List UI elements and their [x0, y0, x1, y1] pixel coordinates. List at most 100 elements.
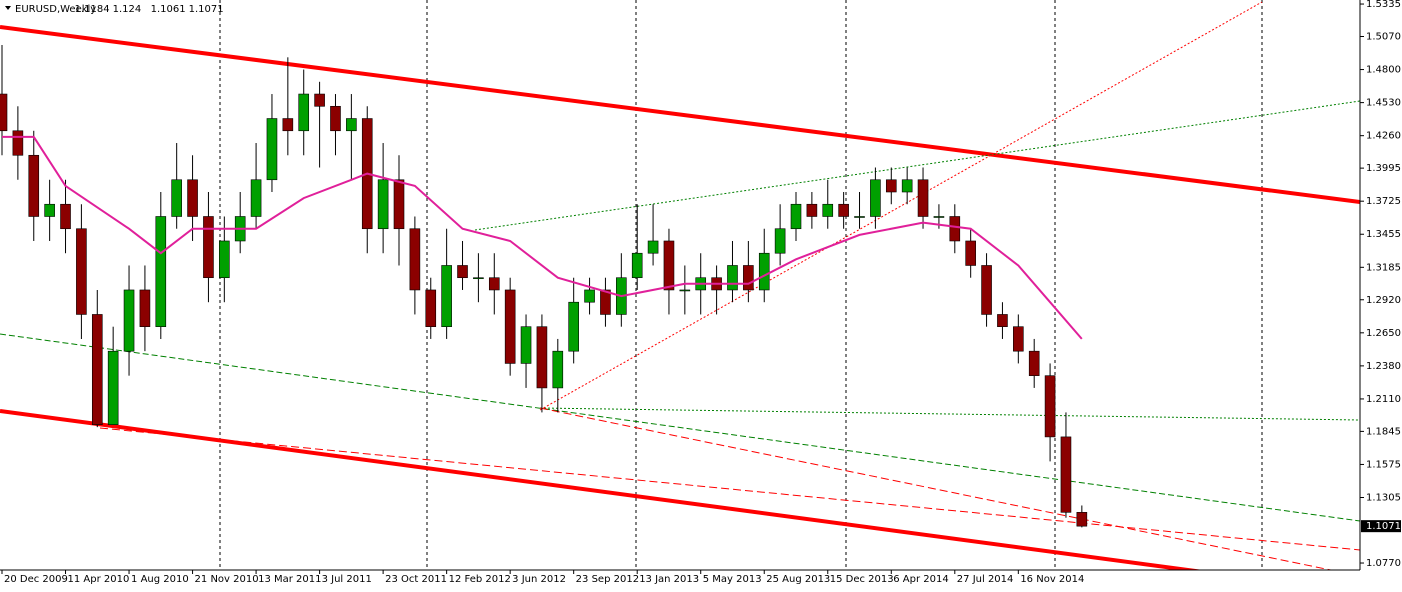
candle [1028, 338, 1040, 388]
candle-body [28, 154, 40, 217]
x-tick-label: 21 Nov 2010 [195, 574, 259, 585]
candle [457, 240, 468, 290]
y-tick-label: 1.5335 [1366, 0, 1401, 10]
candle [298, 69, 310, 156]
y-tick-label: 1.2920 [1366, 295, 1401, 306]
candle-body [377, 179, 389, 230]
trendline [0, 333, 1360, 522]
candle [441, 228, 452, 339]
candle-body [901, 179, 913, 193]
x-tick-label: 3 Jun 2012 [512, 574, 566, 585]
candle [536, 314, 548, 413]
candle [155, 192, 167, 339]
ohlc-value: 1.1071 [189, 4, 224, 15]
candle-body [139, 289, 151, 327]
trendline [99, 427, 1360, 551]
candle [901, 167, 913, 205]
candle-body [917, 179, 929, 217]
symbol: EURUSD,Weekly [15, 4, 96, 15]
candle [488, 253, 500, 315]
candle [219, 216, 230, 303]
y-tick-label: 1.1845 [1366, 426, 1401, 437]
candle-body [790, 203, 802, 230]
candle-body [1013, 326, 1024, 352]
candle-body [870, 179, 881, 217]
candle-body [282, 118, 294, 132]
trendline [0, 409, 1204, 570]
x-tick-label: 16 Nov 2014 [1020, 574, 1084, 585]
candle [1060, 412, 1072, 518]
candle [917, 167, 929, 229]
candle-body [854, 216, 865, 218]
candle [393, 155, 405, 266]
candle [568, 277, 579, 364]
candle-body [441, 265, 452, 327]
candle-body [679, 289, 691, 292]
drawings [0, 0, 1360, 570]
candle [885, 167, 897, 205]
candle [949, 204, 961, 254]
period-separators [219, 0, 1263, 570]
x-tick-label: 3 Jul 2011 [322, 574, 372, 585]
candle [997, 302, 1008, 339]
candle-body [91, 314, 103, 425]
candle-body [822, 203, 834, 217]
candle-body [488, 277, 500, 291]
candle-body [107, 350, 119, 425]
trendline [539, 407, 1334, 570]
y-tick-label: 1.2650 [1366, 328, 1401, 339]
candle [806, 192, 818, 229]
x-tick-label: 27 Jul 2014 [957, 574, 1014, 585]
candle-body [250, 179, 262, 217]
candle-body [504, 289, 516, 364]
candle-body [346, 118, 357, 132]
candle-body [727, 265, 738, 291]
candle [647, 204, 659, 266]
y-tick-label: 1.3455 [1366, 229, 1401, 240]
candle [790, 192, 802, 241]
candle [107, 326, 119, 425]
candle [44, 179, 55, 241]
candle [965, 228, 976, 278]
candle-body [187, 179, 198, 217]
candle [12, 106, 24, 180]
trendline [539, 407, 1360, 421]
candle-body [123, 289, 135, 352]
candle [346, 94, 357, 180]
candle-body [393, 179, 405, 230]
menu-icon [5, 6, 11, 10]
candle-body [155, 216, 167, 327]
candle-body [981, 265, 992, 315]
candle [727, 240, 738, 303]
candle-body [663, 240, 675, 291]
candle [663, 228, 675, 315]
candle-body [743, 265, 754, 291]
candle-body [647, 240, 659, 254]
candle-body [298, 93, 310, 132]
candle-body [838, 203, 849, 217]
candle [1013, 314, 1024, 364]
y-tick-label: 1.3725 [1366, 196, 1401, 207]
candle [1044, 363, 1056, 462]
candle [123, 265, 135, 376]
y-tick-label: 1.4530 [1366, 98, 1401, 109]
y-tick-label: 1.4260 [1366, 131, 1401, 142]
candle [266, 94, 278, 192]
x-tick-label: 23 Sep 2012 [576, 574, 639, 585]
y-tick-label: 1.5070 [1366, 31, 1401, 42]
candle-body [60, 203, 71, 230]
candle-body [520, 326, 532, 364]
candle [600, 277, 611, 327]
candle-body [631, 252, 643, 279]
moving-average [2, 135, 1083, 340]
candle [282, 57, 294, 156]
x-tick-label: 25 Aug 2013 [766, 574, 830, 585]
y-tick-label: 1.3185 [1366, 262, 1401, 273]
candle-body [774, 228, 786, 254]
header: EURUSD,Weekly 1.1184 1.124 1.1061 1.1071 [5, 4, 224, 15]
candle-body [1076, 512, 1088, 527]
y-tick-label: 1.0770 [1366, 558, 1401, 569]
x-tick-label: 1 Aug 2010 [131, 574, 189, 585]
candle-body [409, 228, 421, 291]
